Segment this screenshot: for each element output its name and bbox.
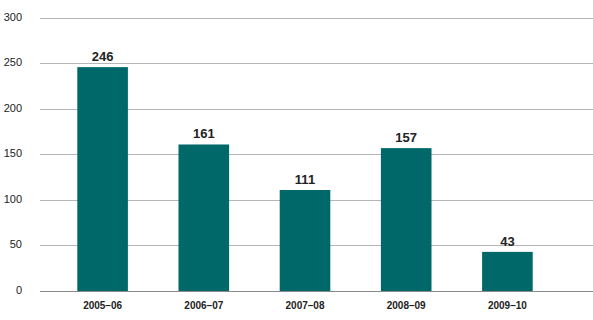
chart-svg: 0 50 100 150 200 250 300 246 161 111 157 43 2005–06 2… [0, 0, 593, 320]
bar [482, 252, 533, 291]
data-label: 43 [500, 234, 514, 249]
x-tick-label: 2005–06 [83, 300, 122, 311]
bar [381, 148, 432, 291]
chart-container: 0 50 100 150 200 250 300 246 161 111 157 43 2005–06 2… [0, 0, 593, 320]
bars [77, 67, 532, 291]
y-tick-label: 250 [4, 56, 22, 68]
grid-line [40, 18, 593, 19]
y-tick-label: 0 [16, 284, 22, 296]
data-label: 246 [92, 49, 114, 64]
y-tick-label: 150 [4, 147, 22, 159]
bar [280, 190, 331, 291]
x-tick-label: 2006–07 [184, 300, 223, 311]
x-tick-label: 2009–10 [488, 300, 527, 311]
x-tick-label: 2007–08 [286, 300, 325, 311]
y-tick-label: 300 [4, 11, 22, 23]
data-label: 157 [395, 130, 417, 145]
y-tick-label: 50 [10, 238, 22, 250]
data-label: 161 [193, 126, 215, 141]
bar [179, 144, 230, 291]
y-tick-label: 200 [4, 102, 22, 114]
data-label: 111 [295, 172, 315, 187]
y-tick-label: 100 [4, 193, 22, 205]
bar [77, 67, 128, 291]
x-tick-label: 2008–09 [387, 300, 426, 311]
grid-line [40, 63, 593, 64]
